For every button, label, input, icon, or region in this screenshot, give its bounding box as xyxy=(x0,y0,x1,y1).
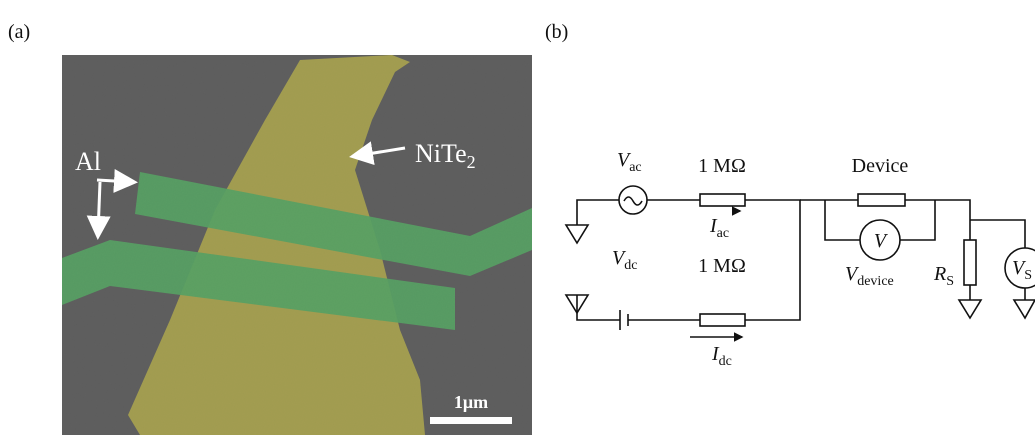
vdc-sub: dc xyxy=(624,258,637,273)
vdc-label: Vdc xyxy=(612,247,637,273)
idc-label: Idc xyxy=(711,343,732,369)
panel-label: (a) xyxy=(8,21,30,43)
iac-label: Iac xyxy=(709,215,729,241)
panel-label: (b) xyxy=(545,21,568,43)
vdevice-sub: device xyxy=(857,274,894,289)
sem-image xyxy=(62,55,532,435)
voltmeter-label: V xyxy=(874,230,889,252)
vs-sub: S xyxy=(1024,268,1032,283)
rs-sub: S xyxy=(946,274,954,289)
r-ac-label: 1 MΩ xyxy=(698,155,746,177)
flake-label-main: NiTe xyxy=(415,139,467,168)
device-label: Device xyxy=(852,155,909,177)
flake-label-sub: 2 xyxy=(467,152,476,172)
iac-sub: ac xyxy=(717,226,729,241)
rs-main: R xyxy=(933,263,946,285)
vs-label: VS xyxy=(1012,257,1032,283)
figure: (a) Al NiTe2 1μm (b) xyxy=(0,0,1035,435)
vac-label: Vac xyxy=(617,149,642,175)
r-dc-label: 1 MΩ xyxy=(698,255,746,277)
flake-label: NiTe2 xyxy=(415,139,476,172)
vdevice-label: Vdevice xyxy=(845,263,894,289)
vac-sub: ac xyxy=(629,160,641,175)
al-label: Al xyxy=(75,147,101,176)
rs-label: RS xyxy=(933,263,954,289)
idc-sub: dc xyxy=(719,354,732,369)
scale-bar-label: 1μm xyxy=(454,392,488,412)
